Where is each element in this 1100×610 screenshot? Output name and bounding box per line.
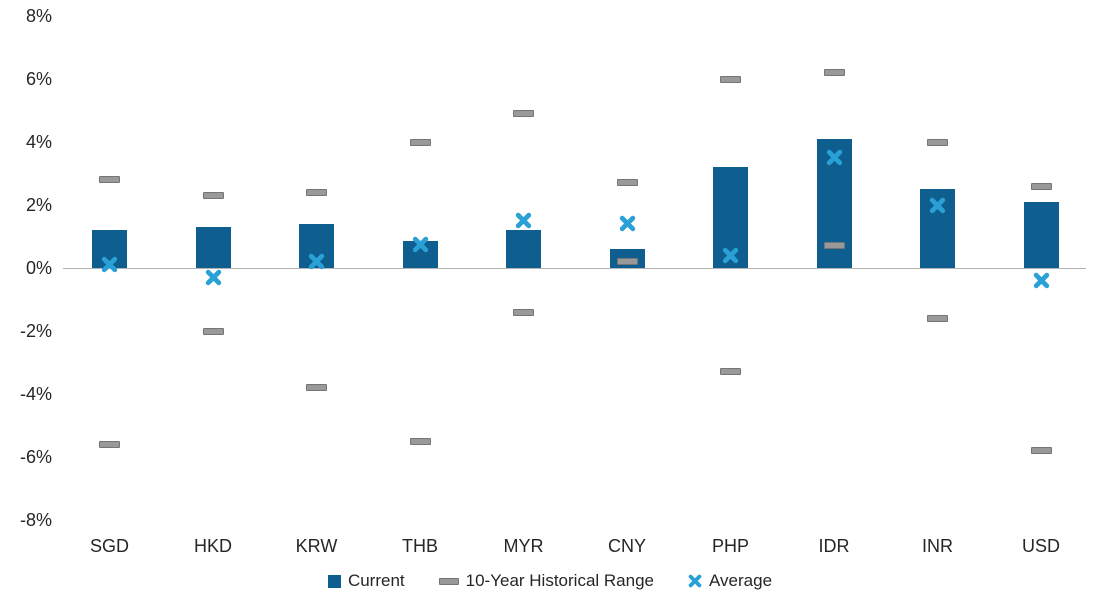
x-axis-category-label: THB bbox=[402, 536, 438, 556]
y-axis-tick-label: 4% bbox=[25, 132, 52, 152]
x-axis-category-label: PHP bbox=[711, 536, 749, 556]
average-marker bbox=[101, 256, 118, 273]
y-axis-tick-label: 6% bbox=[25, 69, 52, 89]
average-marker bbox=[619, 215, 636, 232]
range-high-dash bbox=[1030, 182, 1052, 190]
range-high-dash bbox=[99, 176, 120, 184]
range-high-dash bbox=[409, 138, 431, 146]
current-bar bbox=[713, 167, 748, 268]
current-bar bbox=[1023, 201, 1059, 268]
y-axis-tick-label: -4% bbox=[19, 384, 52, 404]
range-low-dash bbox=[513, 308, 534, 316]
chart-legend: Current 10-Year Historical Range Average bbox=[0, 571, 1100, 591]
legend-item-range: 10-Year Historical Range bbox=[438, 571, 655, 591]
range-low-dash bbox=[409, 437, 431, 445]
average-marker bbox=[722, 247, 739, 264]
average-x-icon bbox=[688, 574, 702, 588]
y-axis-tick-label: 0% bbox=[25, 258, 52, 278]
y-axis-tick-label: -2% bbox=[19, 321, 52, 341]
x-axis-category-label: IDR bbox=[818, 536, 850, 556]
y-axis-tick-label: -6% bbox=[19, 447, 52, 467]
range-high-dash bbox=[202, 192, 224, 200]
range-low-dash bbox=[1030, 447, 1052, 455]
x-axis-category-label: USD bbox=[1021, 536, 1060, 556]
range-low-dash bbox=[616, 258, 638, 266]
y-axis-tick-label: 8% bbox=[25, 6, 52, 26]
current-swatch-icon bbox=[327, 574, 341, 588]
x-axis-category-label: MYR bbox=[503, 536, 544, 556]
x-axis-category-label: CNY bbox=[607, 536, 646, 556]
x-axis-category-label: INR bbox=[922, 536, 953, 556]
range-low-dash bbox=[927, 314, 948, 322]
legend-average-label: Average bbox=[709, 571, 773, 590]
range-high-dash bbox=[823, 69, 845, 77]
range-low-dash bbox=[823, 242, 845, 250]
average-marker bbox=[205, 269, 222, 286]
range-high-dash bbox=[720, 75, 741, 83]
legend-current-label: Current bbox=[347, 571, 405, 590]
average-marker bbox=[929, 197, 946, 214]
range-high-dash bbox=[616, 179, 638, 187]
average-marker bbox=[308, 253, 325, 270]
x-axis-category-label: HKD bbox=[193, 536, 232, 556]
range-dash-icon bbox=[438, 577, 459, 585]
legend-item-average: Average bbox=[688, 571, 772, 591]
range-high-dash bbox=[306, 188, 327, 196]
range-low-dash bbox=[202, 327, 224, 335]
average-marker bbox=[412, 236, 429, 253]
current-bar bbox=[195, 227, 231, 268]
legend-item-current: Current bbox=[327, 571, 405, 591]
y-axis-tick-label: 2% bbox=[25, 195, 52, 215]
range-low-dash bbox=[720, 368, 741, 376]
y-axis-tick-label: -8% bbox=[19, 510, 52, 530]
average-marker bbox=[515, 212, 532, 229]
range-high-dash bbox=[927, 138, 948, 146]
average-marker bbox=[1033, 272, 1050, 289]
range-low-dash bbox=[99, 440, 120, 448]
average-marker bbox=[826, 149, 843, 166]
legend-range-label: 10-Year Historical Range bbox=[465, 571, 655, 590]
current-bar bbox=[506, 230, 541, 268]
x-axis-line bbox=[63, 268, 1086, 269]
x-axis-category-label: KRW bbox=[295, 536, 338, 556]
x-axis-category-label: SGD bbox=[89, 536, 129, 556]
range-high-dash bbox=[513, 110, 534, 118]
range-low-dash bbox=[306, 384, 327, 392]
